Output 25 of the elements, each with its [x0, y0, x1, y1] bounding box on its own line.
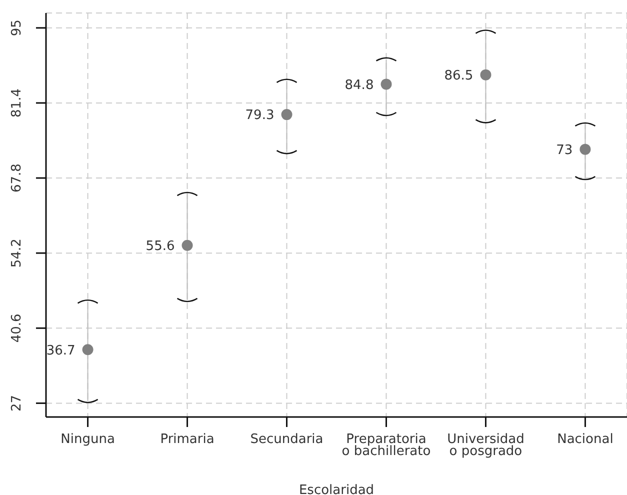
y-tick-label: 27 [10, 394, 24, 412]
data-label: 73 [556, 142, 573, 158]
point [580, 144, 591, 155]
x-tick-label: Primaria [160, 432, 214, 447]
point [182, 240, 193, 251]
point [281, 109, 292, 120]
point [380, 78, 392, 90]
x-tick-label: Preparatoria o bachillerato [342, 432, 431, 459]
data-label: 79.3 [245, 108, 274, 124]
x-tick-label: Nacional [557, 432, 614, 447]
data-label: 55.6 [146, 238, 175, 254]
y-tick-label: 81.4 [10, 88, 24, 118]
y-tick-label: 54.2 [10, 238, 24, 268]
data-label: 86.5 [444, 68, 474, 84]
x-tick-label: Secundaria [250, 432, 324, 447]
x-tick-label: Universidad o posgrado [447, 432, 524, 459]
x-tick-label: Ninguna [60, 432, 115, 447]
y-tick-label: 95 [10, 20, 24, 36]
point [82, 344, 94, 356]
y-tick-label: 67.8 [10, 164, 24, 192]
point [480, 69, 492, 80]
x-axis-title: Escolaridad [298, 483, 374, 495]
data-label: 84.8 [344, 78, 374, 93]
data-label: 36.7 [46, 343, 76, 358]
y-tick-label: 40.6 [10, 314, 24, 343]
